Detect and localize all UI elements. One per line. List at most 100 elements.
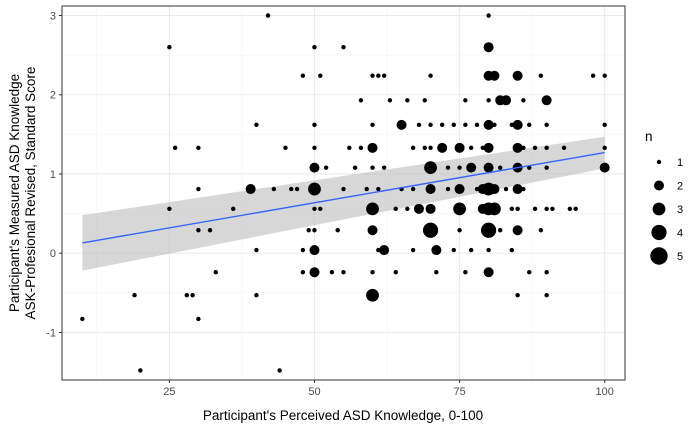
x-axis: 25 50 75 100: [163, 380, 614, 398]
data-point: [80, 316, 85, 322]
legend-key-5: [650, 247, 668, 265]
data-point: [308, 182, 321, 196]
data-point: [196, 316, 201, 322]
data-point: [312, 122, 317, 128]
data-point: [254, 122, 259, 128]
data-point: [283, 145, 288, 151]
data-point: [498, 165, 503, 170]
data-point: [289, 186, 294, 192]
y-tick-label: -1: [46, 327, 56, 339]
y-tick-label: 3: [50, 11, 56, 23]
data-point: [544, 145, 549, 151]
data-point: [483, 119, 494, 130]
data-point: [590, 73, 596, 78]
data-point: [387, 98, 393, 103]
data-point: [538, 228, 544, 233]
data-point: [483, 162, 494, 173]
data-point: [489, 70, 500, 81]
data-point: [544, 165, 549, 170]
data-point: [492, 122, 497, 128]
data-point: [463, 98, 468, 103]
data-point: [457, 228, 462, 233]
data-point: [527, 122, 532, 128]
data-point: [521, 186, 526, 192]
data-point: [207, 228, 213, 233]
data-point: [573, 206, 578, 212]
data-point: [521, 145, 526, 151]
data-point: [370, 122, 375, 128]
data-point: [196, 186, 201, 192]
data-point: [318, 206, 323, 212]
data-point: [428, 145, 433, 151]
data-point: [422, 145, 427, 151]
data-point: [196, 145, 201, 151]
data-point: [396, 119, 407, 130]
data-point: [422, 222, 439, 238]
data-point: [213, 270, 219, 275]
legend-label-5: 5: [677, 251, 683, 263]
data-point: [341, 270, 346, 275]
x-tick-label: 50: [308, 386, 320, 398]
data-point: [413, 203, 424, 214]
data-point: [532, 145, 538, 151]
data-point: [451, 247, 456, 253]
data-point: [381, 73, 387, 78]
data-point: [486, 98, 491, 103]
data-point: [454, 142, 465, 153]
y-axis: -1 0 1 2 3: [46, 11, 62, 339]
data-point: [393, 270, 398, 275]
data-point: [379, 245, 390, 256]
data-point: [425, 184, 436, 195]
data-point: [367, 225, 378, 236]
data-point: [512, 184, 523, 195]
data-point: [352, 165, 358, 170]
data-point: [445, 186, 451, 192]
data-point: [544, 270, 549, 275]
legend-label-1: 1: [677, 157, 683, 169]
data-point: [453, 202, 466, 216]
data-point: [309, 267, 320, 278]
data-point: [501, 95, 512, 106]
x-tick-label: 75: [453, 386, 465, 398]
data-point: [483, 42, 494, 53]
data-point: [451, 122, 456, 128]
data-point: [309, 162, 320, 173]
data-point: [521, 98, 526, 103]
data-point: [184, 293, 189, 298]
data-point: [341, 186, 346, 192]
data-point: [527, 270, 532, 275]
legend: n 1 2 3 4 5: [645, 129, 683, 265]
data-point: [434, 270, 439, 275]
data-point: [602, 145, 607, 151]
data-point: [294, 186, 300, 192]
data-point: [410, 247, 416, 253]
data-point: [541, 95, 552, 106]
data-point: [512, 70, 523, 81]
data-point: [376, 73, 381, 78]
data-point: [376, 186, 381, 192]
data-point: [312, 145, 317, 151]
trend-line-layer: [82, 151, 605, 244]
data-point: [428, 122, 433, 128]
data-point: [439, 122, 445, 128]
data-point: [515, 293, 520, 298]
data-point: [138, 368, 143, 373]
data-point: [532, 206, 538, 212]
data-point: [489, 184, 500, 195]
data-point: [410, 186, 416, 192]
data-point: [190, 293, 195, 298]
legend-label-2: 2: [677, 181, 683, 193]
data-point: [335, 228, 340, 233]
data-point: [474, 122, 480, 128]
data-point: [318, 73, 323, 78]
data-point: [550, 206, 555, 212]
plot-border: [61, 5, 626, 381]
data-point: [312, 45, 317, 50]
data-point: [486, 13, 491, 18]
data-point: [367, 142, 378, 153]
data-point: [366, 202, 379, 216]
data-point: [410, 145, 416, 151]
data-point: [254, 293, 259, 298]
